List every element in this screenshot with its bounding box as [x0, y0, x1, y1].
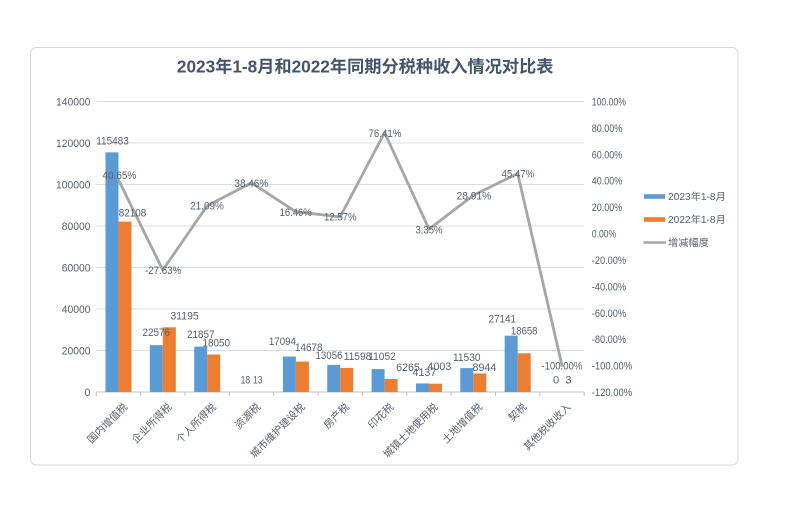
svg-text:-80.00%: -80.00% — [592, 334, 626, 346]
svg-text:1-8: 1-8 — [232, 57, 257, 77]
svg-text:6265: 6265 — [396, 362, 420, 374]
svg-text:11530: 11530 — [453, 352, 481, 364]
svg-text:60.00%: 60.00% — [592, 149, 623, 161]
svg-text:60000: 60000 — [62, 263, 91, 275]
svg-text:17094: 17094 — [269, 336, 296, 348]
svg-text:-120.00%: -120.00% — [592, 387, 632, 399]
svg-text:27141: 27141 — [489, 313, 516, 325]
svg-text:21.09%: 21.09% — [190, 201, 224, 213]
svg-text:0.00%: 0.00% — [592, 229, 617, 241]
svg-text:40.65%: 40.65% — [103, 170, 137, 182]
svg-text:18658: 18658 — [511, 325, 538, 337]
svg-text:100.00%: 100.00% — [592, 97, 626, 109]
svg-text:76.41%: 76.41% — [369, 128, 402, 140]
svg-text:80.00%: 80.00% — [592, 123, 623, 135]
svg-text:115483: 115483 — [96, 136, 129, 148]
svg-text:8944: 8944 — [473, 362, 497, 374]
svg-text:4137: 4137 — [413, 367, 437, 379]
svg-text:2023: 2023 — [668, 192, 691, 203]
svg-text:0: 0 — [84, 387, 90, 399]
svg-text:100000: 100000 — [56, 180, 91, 192]
svg-text:1-8: 1-8 — [701, 192, 716, 203]
svg-text:11598: 11598 — [344, 351, 372, 363]
svg-text:2022: 2022 — [292, 57, 330, 77]
svg-text:-20.00%: -20.00% — [592, 255, 626, 267]
svg-text:13: 13 — [253, 374, 263, 386]
svg-text:-100.00%: -100.00% — [592, 361, 632, 373]
svg-text:-27.63%: -27.63% — [145, 265, 181, 277]
svg-text:80000: 80000 — [62, 221, 91, 233]
svg-text:18: 18 — [241, 374, 251, 386]
svg-text:16.46%: 16.46% — [280, 207, 312, 219]
svg-text:21857: 21857 — [187, 329, 215, 341]
svg-text:31195: 31195 — [170, 311, 198, 323]
svg-text:120000: 120000 — [56, 138, 91, 150]
svg-text:20.00%: 20.00% — [592, 202, 623, 214]
svg-text:18050: 18050 — [203, 338, 231, 350]
svg-text:0: 0 — [553, 375, 559, 387]
svg-text:2022: 2022 — [668, 215, 691, 226]
svg-text:38.46%: 38.46% — [234, 178, 268, 190]
svg-text:82108: 82108 — [119, 208, 147, 220]
svg-text:4003: 4003 — [428, 361, 452, 373]
svg-text:20000: 20000 — [62, 346, 91, 358]
svg-text:-100.00%: -100.00% — [541, 360, 582, 372]
svg-text:1-8: 1-8 — [701, 215, 716, 226]
svg-text:40000: 40000 — [62, 304, 91, 316]
svg-text:11052: 11052 — [368, 351, 396, 363]
svg-text:3: 3 — [565, 375, 571, 387]
svg-text:14678: 14678 — [295, 342, 323, 354]
svg-text:-60.00%: -60.00% — [592, 308, 626, 320]
svg-text:3.35%: 3.35% — [415, 224, 442, 236]
svg-text:22576: 22576 — [143, 327, 171, 339]
svg-text:12.57%: 12.57% — [324, 212, 357, 224]
svg-text:2023: 2023 — [177, 57, 215, 77]
svg-text:140000: 140000 — [56, 97, 91, 109]
svg-text:45.47%: 45.47% — [502, 169, 535, 181]
svg-text:28.91%: 28.91% — [457, 190, 492, 202]
svg-text:40.00%: 40.00% — [592, 176, 623, 188]
svg-text:-40.00%: -40.00% — [592, 281, 626, 293]
svg-text:13056: 13056 — [316, 350, 343, 362]
